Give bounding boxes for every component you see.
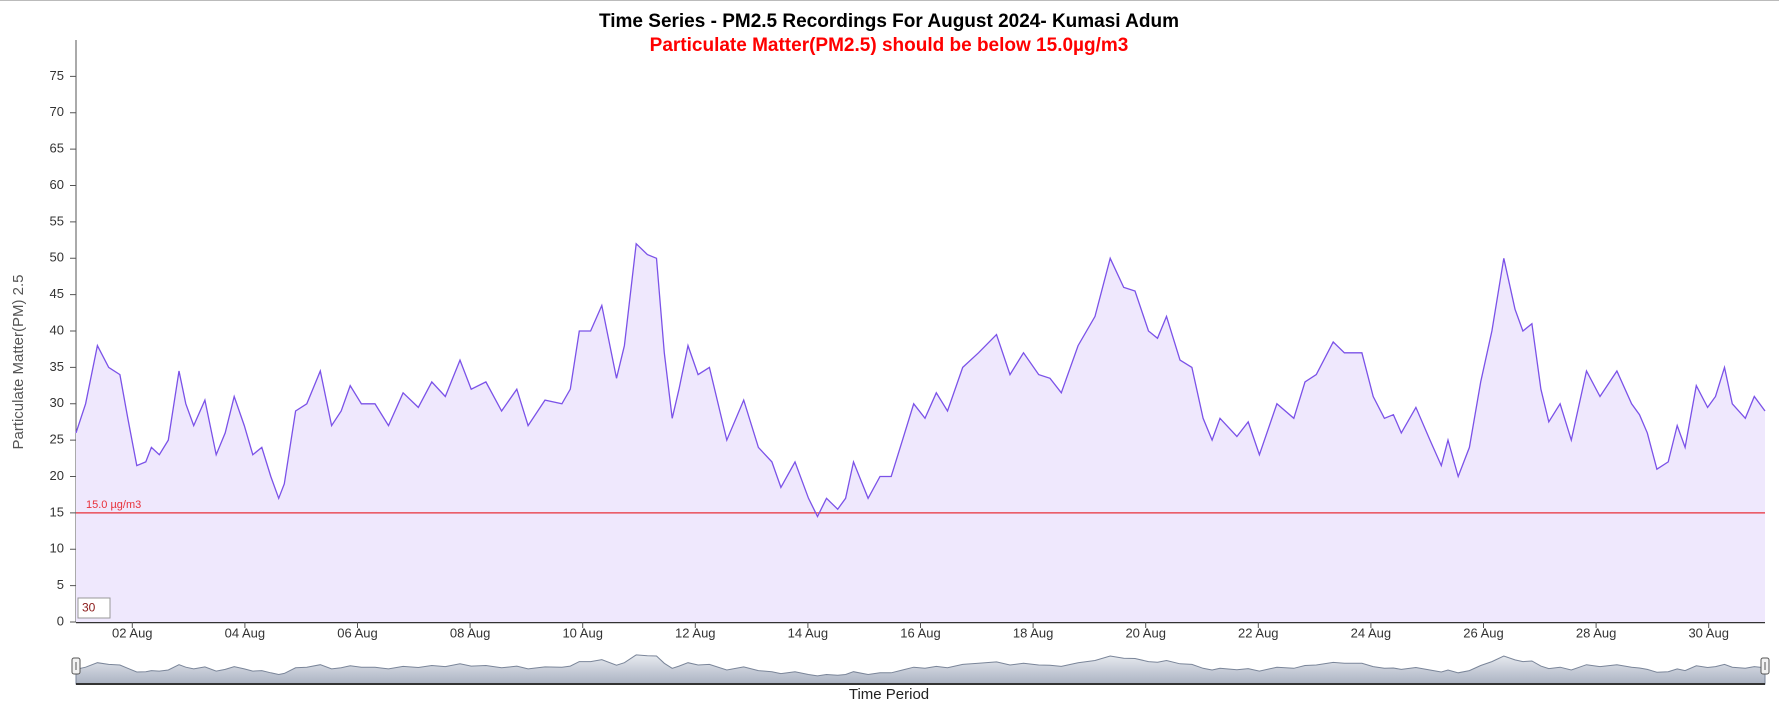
zoom-box-text: 30: [82, 601, 96, 615]
y-tick-label: 35: [50, 359, 64, 374]
x-tick-label: 28 Aug: [1576, 625, 1617, 640]
x-tick-label: 24 Aug: [1351, 625, 1392, 640]
x-tick-label: 08 Aug: [450, 625, 491, 640]
y-axis-label: Particulate Matter(PM) 2.5: [10, 274, 27, 449]
y-tick-label: 10: [50, 541, 64, 556]
y-tick-label: 30: [50, 395, 64, 410]
series-line: [75, 242, 1766, 518]
plot: 0 5 10 15 20 25 30 35 40 45 50 55 60 65 70 75 02 Aug 04 A…: [50, 40, 1770, 685]
x-tick-label: 10 Aug: [562, 625, 603, 640]
y-tick-label: 40: [50, 322, 64, 337]
y-tick-label: 55: [50, 213, 64, 228]
zoom-box[interactable]: [77, 597, 111, 619]
y-tick-label: 5: [57, 577, 64, 592]
y-tick-label: 70: [50, 104, 64, 119]
x-tick-label: 14 Aug: [788, 625, 829, 640]
x-tick-label: 18 Aug: [1013, 625, 1054, 640]
x-tick-label: 30 Aug: [1688, 625, 1729, 640]
x-tick-label: 26 Aug: [1463, 625, 1504, 640]
y-tick-label: 50: [50, 250, 64, 265]
y-tick-label: 75: [50, 68, 64, 83]
y-tick-label: 0: [57, 613, 64, 628]
y-tick-label: 45: [50, 286, 64, 301]
y-tick-label: 60: [50, 177, 64, 192]
y-tick-label: 65: [50, 141, 64, 156]
x-axis-label: Time Period: [849, 686, 929, 703]
x-tick-label: 04 Aug: [225, 625, 266, 640]
x-tick-label: 02 Aug: [112, 625, 153, 640]
area-fill: [76, 243, 1765, 622]
x-tick-label: 20 Aug: [1125, 625, 1166, 640]
x-tick-label: 22 Aug: [1238, 625, 1279, 640]
y-tick-label: 15: [50, 504, 64, 519]
x-tick-label: 12 Aug: [675, 625, 716, 640]
navigator-area: [75, 654, 1766, 685]
x-tick-label: 16 Aug: [900, 625, 941, 640]
chart-title: Time Series - PM2.5 Recordings For Augus…: [599, 11, 1179, 32]
x-tick-label: 06 Aug: [337, 625, 378, 640]
y-tick-label: 20: [50, 468, 64, 483]
threshold-label: 15.0 µg/m3: [86, 499, 141, 511]
y-tick-label: 25: [50, 432, 64, 447]
chart-subtitle: Particulate Matter(PM2.5) should be belo…: [650, 35, 1129, 56]
